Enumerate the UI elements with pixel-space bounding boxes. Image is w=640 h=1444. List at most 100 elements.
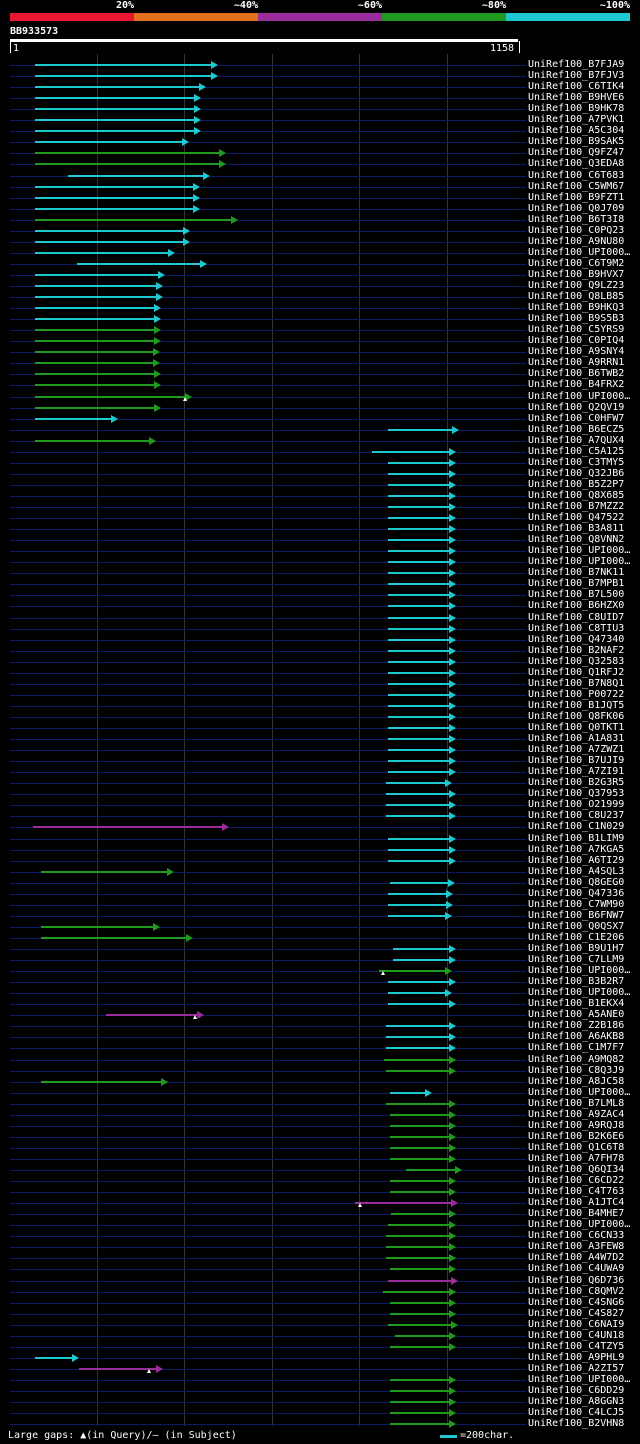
hit-bar[interactable] — [388, 1224, 450, 1226]
hit-label[interactable]: UniRef100_C5YRS9 — [528, 324, 625, 335]
hit-label[interactable]: UniRef100_B4FRX2 — [528, 379, 625, 390]
hit-bar[interactable] — [41, 926, 154, 928]
hit-bar[interactable] — [41, 937, 187, 939]
hit-bar[interactable] — [390, 1302, 450, 1304]
hit-bar[interactable] — [388, 694, 450, 696]
hit-label[interactable]: UniRef100_UPI000… — [528, 965, 631, 976]
hit-bar[interactable] — [388, 738, 450, 740]
hit-label[interactable]: UniRef100_C0PIQ4 — [528, 335, 625, 346]
hit-label[interactable]: UniRef100_B9SAK5 — [528, 136, 625, 147]
hit-bar[interactable] — [106, 1014, 198, 1016]
hit-bar[interactable] — [386, 1103, 450, 1105]
hit-bar[interactable] — [390, 882, 449, 884]
hit-label[interactable]: UniRef100_C0HFW7 — [528, 413, 625, 424]
hit-bar[interactable] — [388, 893, 447, 895]
hit-label[interactable]: UniRef100_B4MHE7 — [528, 1208, 625, 1219]
hit-label[interactable]: UniRef100_B7NK11 — [528, 567, 625, 578]
hit-label[interactable]: UniRef100_UPI000… — [528, 1219, 631, 1230]
hit-label[interactable]: UniRef100_B7MZZ2 — [528, 501, 625, 512]
hit-bar[interactable] — [35, 1357, 73, 1359]
hit-bar[interactable] — [79, 1368, 157, 1370]
hit-bar[interactable] — [379, 970, 446, 972]
hit-label[interactable]: UniRef100_B9S5B3 — [528, 313, 625, 324]
hit-bar[interactable] — [33, 826, 223, 828]
hit-label[interactable]: UniRef100_B6ECZ5 — [528, 424, 625, 435]
hit-bar[interactable] — [35, 362, 154, 364]
hit-label[interactable]: UniRef100_Q37953 — [528, 788, 625, 799]
hit-bar[interactable] — [35, 230, 184, 232]
hit-label[interactable]: UniRef100_Q8FK06 — [528, 711, 625, 722]
hit-bar[interactable] — [386, 804, 450, 806]
hit-bar[interactable] — [388, 539, 450, 541]
hit-bar[interactable] — [388, 528, 450, 530]
hit-bar[interactable] — [35, 440, 150, 442]
hit-bar[interactable] — [35, 119, 195, 121]
hit-label[interactable]: UniRef100_Q6D736 — [528, 1275, 625, 1286]
hit-label[interactable]: UniRef100_UPI000… — [528, 987, 631, 998]
hit-bar[interactable] — [388, 473, 450, 475]
hit-bar[interactable] — [391, 1213, 450, 1215]
hit-label[interactable]: UniRef100_B9HK78 — [528, 103, 625, 114]
hit-bar[interactable] — [384, 1059, 450, 1061]
hit-bar[interactable] — [388, 639, 450, 641]
hit-label[interactable]: UniRef100_C8TIU3 — [528, 623, 625, 634]
hit-label[interactable]: UniRef100_UPI000… — [528, 1374, 631, 1385]
hit-bar[interactable] — [388, 1280, 452, 1282]
hit-bar[interactable] — [41, 871, 168, 873]
hit-bar[interactable] — [388, 594, 450, 596]
hit-bar[interactable] — [388, 904, 447, 906]
hit-bar[interactable] — [35, 296, 157, 298]
hit-label[interactable]: UniRef100_Q47336 — [528, 888, 625, 899]
hit-label[interactable]: UniRef100_Q3EDA8 — [528, 158, 625, 169]
hit-bar[interactable] — [388, 484, 450, 486]
hit-label[interactable]: UniRef100_Q8VNN2 — [528, 534, 625, 545]
hit-bar[interactable] — [388, 517, 450, 519]
hit-bar[interactable] — [35, 64, 212, 66]
hit-bar[interactable] — [390, 1180, 450, 1182]
hit-bar[interactable] — [390, 1191, 450, 1193]
hit-label[interactable]: UniRef100_C6T683 — [528, 170, 625, 181]
hit-bar[interactable] — [388, 760, 450, 762]
hit-bar[interactable] — [35, 186, 194, 188]
hit-label[interactable]: UniRef100_Q1RFJ2 — [528, 667, 625, 678]
hit-bar[interactable] — [388, 771, 450, 773]
hit-bar[interactable] — [388, 838, 450, 840]
hit-bar[interactable] — [388, 992, 446, 994]
hit-label[interactable]: UniRef100_UPI000… — [528, 391, 631, 402]
hit-label[interactable]: UniRef100_B6HZX0 — [528, 600, 625, 611]
hit-label[interactable]: UniRef100_A5C304 — [528, 125, 625, 136]
hit-bar[interactable] — [35, 219, 232, 221]
hit-label[interactable]: UniRef100_A9PHL9 — [528, 1352, 625, 1363]
hit-label[interactable]: UniRef100_A1A831 — [528, 733, 625, 744]
hit-label[interactable]: UniRef100_B7MPB1 — [528, 578, 625, 589]
hit-label[interactable]: UniRef100_UPI000… — [528, 545, 631, 556]
hit-label[interactable]: UniRef100_C7LLM9 — [528, 954, 625, 965]
hit-bar[interactable] — [386, 1036, 450, 1038]
hit-label[interactable]: UniRef100_C8UID7 — [528, 612, 625, 623]
hit-label[interactable]: UniRef100_B7UJI9 — [528, 755, 625, 766]
hit-bar[interactable] — [388, 650, 450, 652]
hit-bar[interactable] — [388, 661, 450, 663]
hit-label[interactable]: UniRef100_B5Z2P7 — [528, 479, 625, 490]
hit-label[interactable]: UniRef100_C3TMY5 — [528, 457, 625, 468]
hit-label[interactable]: UniRef100_C8QMV2 — [528, 1286, 625, 1297]
hit-label[interactable]: UniRef100_UPI000… — [528, 1087, 631, 1098]
hit-bar[interactable] — [35, 418, 112, 420]
hit-bar[interactable] — [395, 1335, 450, 1337]
hit-label[interactable]: UniRef100_B7FJA9 — [528, 59, 625, 70]
hit-bar[interactable] — [388, 495, 450, 497]
hit-label[interactable]: UniRef100_Q47522 — [528, 512, 625, 523]
hit-label[interactable]: UniRef100_C4T763 — [528, 1186, 625, 1197]
hit-label[interactable]: UniRef100_Q47340 — [528, 634, 625, 645]
hit-label[interactable]: UniRef100_Q0J709 — [528, 203, 625, 214]
hit-bar[interactable] — [35, 384, 155, 386]
hit-label[interactable]: UniRef100_B6T3I8 — [528, 214, 625, 225]
hit-bar[interactable] — [35, 152, 220, 154]
hit-bar[interactable] — [35, 274, 159, 276]
hit-bar[interactable] — [388, 683, 450, 685]
hit-label[interactable]: UniRef100_A7ZI91 — [528, 766, 625, 777]
hit-label[interactable]: UniRef100_A8GGN3 — [528, 1396, 625, 1407]
hit-label[interactable]: UniRef100_A1JTC4 — [528, 1197, 625, 1208]
hit-label[interactable]: UniRef100_A7ZWZ1 — [528, 744, 625, 755]
hit-label[interactable]: UniRef100_Q1C6T8 — [528, 1142, 625, 1153]
